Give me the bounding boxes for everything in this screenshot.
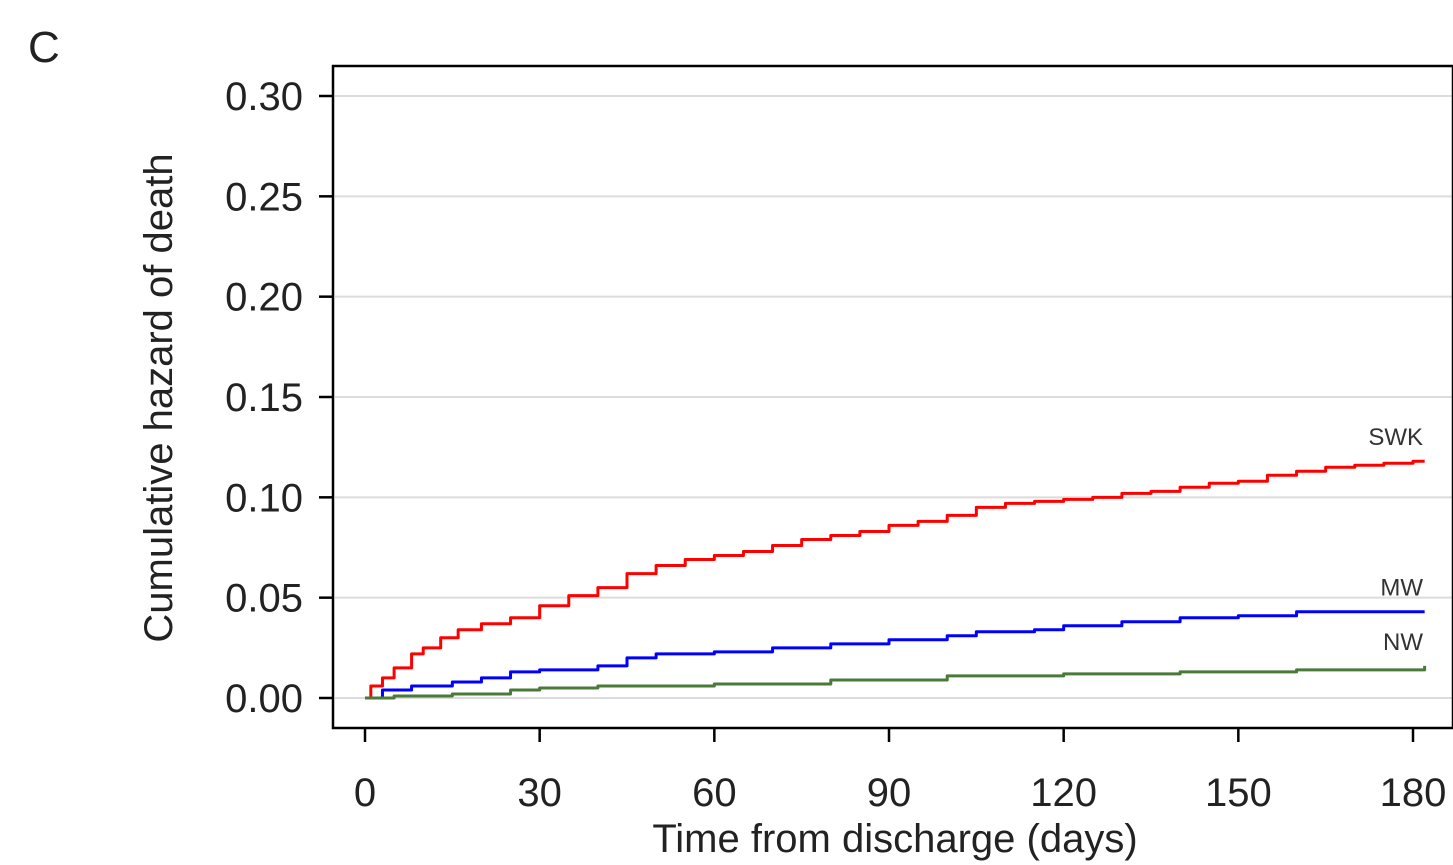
x-axis: 0 30 60 90 120 150 180 <box>354 728 1447 815</box>
gridlines <box>335 95 1453 699</box>
y-tick-label-5: 0.25 <box>225 175 303 219</box>
x-tick-label-6: 180 <box>1380 771 1447 815</box>
x-tick-label-1: 30 <box>517 771 562 815</box>
x-tick-label-2: 60 <box>692 771 737 815</box>
y-tick-label-2: 0.10 <box>225 476 303 520</box>
y-tick-label-6: 0.30 <box>225 75 303 119</box>
y-axis: 0.00 0.05 0.10 0.15 0.20 0.25 0.30 <box>225 75 333 721</box>
x-axis-title: Time from discharge (days) <box>652 817 1137 861</box>
x-tick-label-0: 0 <box>354 771 376 815</box>
series-lines <box>365 459 1427 700</box>
series-label-swk: SWK <box>1368 424 1423 451</box>
series-labels: SWK MW NW <box>1368 424 1423 656</box>
series-label-nw: NW <box>1383 629 1423 656</box>
x-tick-label-4: 120 <box>1030 771 1097 815</box>
y-tick-label-1: 0.05 <box>225 577 303 621</box>
series-line-mw <box>365 610 1425 700</box>
y-tick-label-0: 0.00 <box>225 677 303 721</box>
x-tick-label-5: 150 <box>1205 771 1272 815</box>
y-tick-label-3: 0.15 <box>225 376 303 420</box>
series-line-swk <box>365 459 1425 700</box>
y-axis-title: Cumulative hazard of death <box>137 153 181 642</box>
x-tick-label-3: 90 <box>867 771 912 815</box>
y-tick-label-4: 0.20 <box>225 276 303 320</box>
panel-label: C <box>28 23 60 72</box>
series-label-mw: MW <box>1380 575 1423 602</box>
series-line-nw <box>365 665 1427 700</box>
